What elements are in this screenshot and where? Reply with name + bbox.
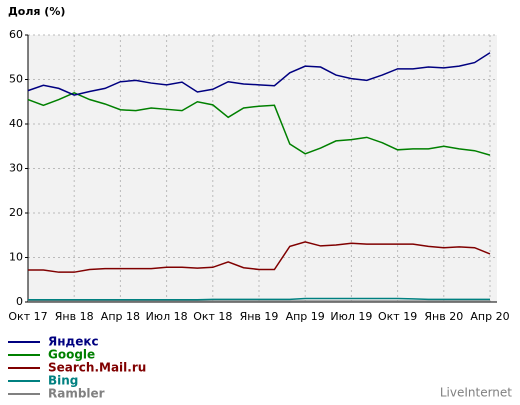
y-tick-label: 20 [9, 206, 23, 219]
y-tick-label: 40 [9, 117, 23, 130]
series-line [27, 52, 491, 96]
x-tick-label: Окт 18 [193, 310, 232, 323]
y-tick-label: 30 [9, 162, 23, 175]
x-tick-label: Окт 17 [8, 310, 47, 323]
legend-label: Bing [48, 374, 78, 388]
x-tick-label: Июл 18 [146, 310, 188, 323]
legend-label: Google [48, 348, 95, 362]
legend-label: Rambler [48, 387, 105, 401]
x-tick-label: Янв 20 [424, 310, 463, 323]
x-tick-label: Янв 18 [55, 310, 94, 323]
x-tick-label: Апр 20 [470, 310, 509, 323]
legend-label: Яндекс [48, 335, 99, 349]
x-tick-label: Апр 19 [286, 310, 325, 323]
y-axis-label: Доля (%) [8, 5, 65, 18]
y-tick-label: 60 [9, 28, 23, 41]
x-tick-label: Янв 19 [240, 310, 279, 323]
legend-label: Search.Mail.ru [48, 361, 146, 375]
y-tick-label: 50 [9, 73, 23, 86]
series-line [28, 241, 491, 273]
x-tick-label: Июл 19 [330, 310, 372, 323]
series-line [27, 92, 491, 156]
x-tick-label: Апр 18 [101, 310, 140, 323]
x-tick-label: Окт 19 [378, 310, 417, 323]
y-tick-label: 0 [16, 295, 23, 308]
series-line [28, 297, 490, 301]
y-tick-label: 10 [9, 251, 23, 264]
watermark: LiveInternet [440, 386, 512, 400]
